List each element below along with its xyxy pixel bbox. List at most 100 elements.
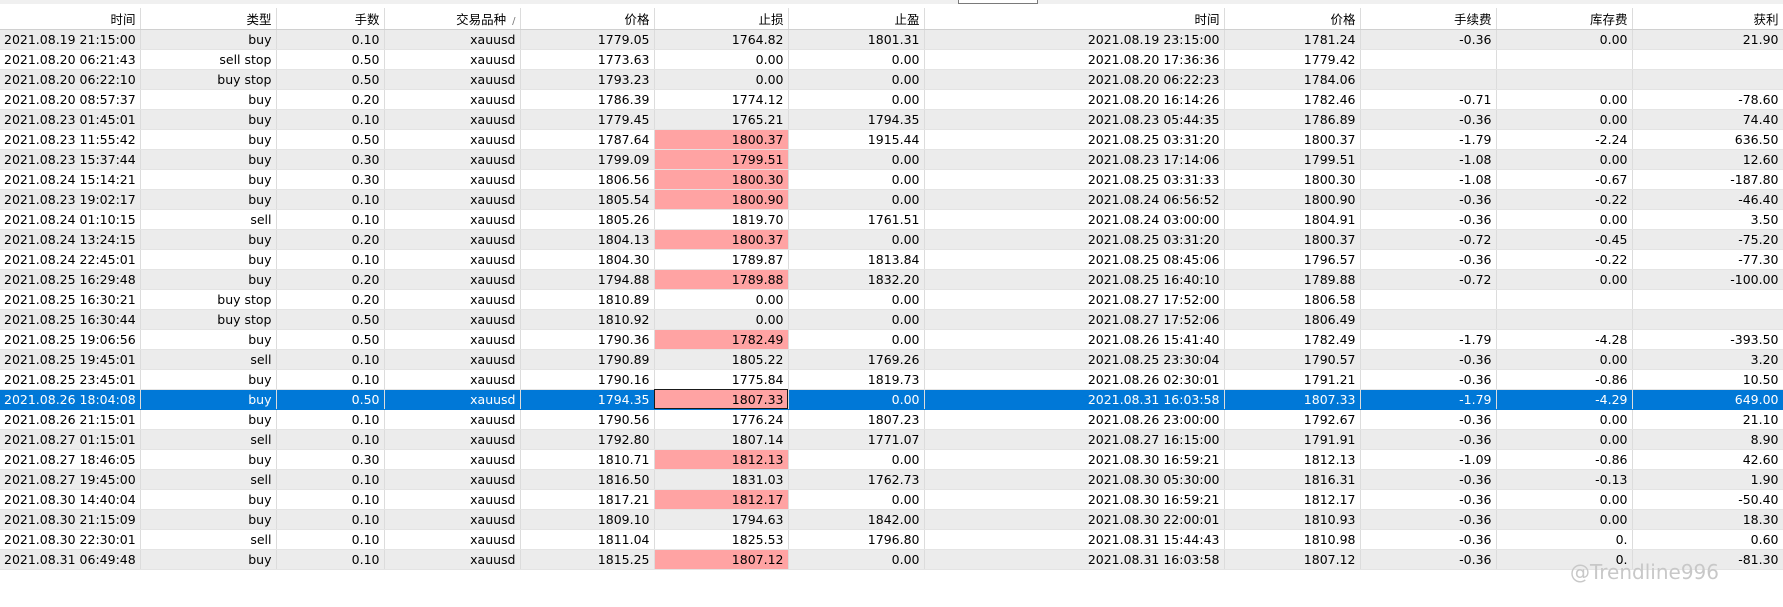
cell-tp: 0.00 xyxy=(788,309,925,330)
table-row[interactable]: 2021.08.24 13:24:15 buy 0.20 xauusd 1804.13 1… xyxy=(0,229,1783,250)
tab-strip[interactable] xyxy=(0,0,1783,4)
table-row[interactable]: 2021.08.27 18:46:05 buy 0.30 xauusd 1810.71 1… xyxy=(0,449,1783,470)
table-row[interactable]: 2021.08.31 06:49:48 buy 0.10 xauusd 1815.25 1… xyxy=(0,549,1783,570)
cell-swap: -2.24 xyxy=(1496,129,1633,150)
cell-open-time: 2021.08.20 08:57:37 xyxy=(0,89,141,110)
cell-sl: 0.00 xyxy=(654,69,789,90)
trade-history-table: 时间 类型 手数 交易品种 / 价格 止损 止盈 时间 价格 手续费 库存费 获利… xyxy=(0,8,1783,570)
table-row[interactable]: 2021.08.25 23:45:01 buy 0.10 xauusd 1790.16 1… xyxy=(0,369,1783,390)
cell-profit: 74.40 xyxy=(1632,109,1783,130)
cell-symbol: xauusd xyxy=(384,49,521,70)
col-header-stop-loss[interactable]: 止损 xyxy=(654,8,789,30)
cell-tp: 1842.00 xyxy=(788,509,925,530)
cell-price: 1805.26 xyxy=(520,209,655,230)
col-header-commission[interactable]: 手续费 xyxy=(1360,8,1497,30)
table-row[interactable]: 2021.08.20 06:21:43 sell stop 0.50 xauusd 17… xyxy=(0,49,1783,70)
table-row-selected[interactable]: 2021.08.26 18:04:08 buy 0.50 xauusd 1794.35 1… xyxy=(0,389,1783,410)
cell-price: 1816.50 xyxy=(520,469,655,490)
header-row: 时间 类型 手数 交易品种 / 价格 止损 止盈 时间 价格 手续费 库存费 获利 xyxy=(0,8,1783,30)
cell-open-time: 2021.08.26 21:15:01 xyxy=(0,409,141,430)
cell-lots: 0.10 xyxy=(276,249,385,270)
cell-lots: 0.50 xyxy=(276,49,385,70)
watermark: @Trendline996 xyxy=(1570,560,1720,584)
cell-tp: 0.00 xyxy=(788,489,925,510)
table-row[interactable]: 2021.08.20 06:22:10 buy stop 0.50 xauusd 179… xyxy=(0,69,1783,90)
cell-price: 1804.30 xyxy=(520,249,655,270)
cell-open-time: 2021.08.25 16:30:21 xyxy=(0,289,141,310)
col-header-lots[interactable]: 手数 xyxy=(276,8,385,30)
cell-tp: 0.00 xyxy=(788,49,925,70)
col-header-symbol[interactable]: 交易品种 / xyxy=(384,8,521,30)
table-row[interactable]: 2021.08.23 11:55:42 buy 0.50 xauusd 1787.64 1… xyxy=(0,129,1783,150)
table-row[interactable]: 2021.08.25 16:30:44 buy stop 0.50 xauusd 181… xyxy=(0,309,1783,330)
cell-swap: -4.28 xyxy=(1496,329,1633,350)
cell-close-time: 2021.08.25 03:31:33 xyxy=(924,169,1225,190)
table-row[interactable]: 2021.08.23 15:37:44 buy 0.30 xauusd 1799.09 1… xyxy=(0,149,1783,170)
cell-swap: -0.22 xyxy=(1496,249,1633,270)
cell-swap: -0.86 xyxy=(1496,369,1633,390)
col-header-price[interactable]: 价格 xyxy=(520,8,655,30)
cell-profit: -100.00 xyxy=(1632,269,1783,290)
cell-close-time: 2021.08.31 15:44:43 xyxy=(924,529,1225,550)
cell-price: 1779.45 xyxy=(520,109,655,130)
cell-symbol: xauusd xyxy=(384,549,521,570)
cell-commission: -1.08 xyxy=(1360,169,1497,190)
cell-profit: 3.20 xyxy=(1632,349,1783,370)
table-row[interactable]: 2021.08.23 19:02:17 buy 0.10 xauusd 1805.54 1… xyxy=(0,189,1783,210)
cell-close-time: 2021.08.27 17:52:06 xyxy=(924,309,1225,330)
cell-open-time: 2021.08.20 06:21:43 xyxy=(0,49,141,70)
table-row[interactable]: 2021.08.26 21:15:01 buy 0.10 xauusd 1790.56 1… xyxy=(0,409,1783,430)
table-row[interactable]: 2021.08.24 22:45:01 buy 0.10 xauusd 1804.30 1… xyxy=(0,249,1783,270)
cell-close-time: 2021.08.27 16:15:00 xyxy=(924,429,1225,450)
col-header-swap[interactable]: 库存费 xyxy=(1496,8,1633,30)
table-row[interactable]: 2021.08.24 01:10:15 sell 0.10 xauusd 1805.26… xyxy=(0,209,1783,230)
cell-commission xyxy=(1360,289,1497,310)
table-row[interactable]: 2021.08.30 14:40:04 buy 0.10 xauusd 1817.21 1… xyxy=(0,489,1783,510)
cell-commission xyxy=(1360,309,1497,330)
cell-swap: 0.00 xyxy=(1496,489,1633,510)
cell-close-price: 1782.49 xyxy=(1224,329,1361,350)
cell-symbol: xauusd xyxy=(384,249,521,270)
cell-close-time: 2021.08.24 06:56:52 xyxy=(924,189,1225,210)
table-row[interactable]: 2021.08.25 16:29:48 buy 0.20 xauusd 1794.88 1… xyxy=(0,269,1783,290)
cell-profit: -78.60 xyxy=(1632,89,1783,110)
table-row[interactable]: 2021.08.24 15:14:21 buy 0.30 xauusd 1806.56 1… xyxy=(0,169,1783,190)
cell-type: sell stop xyxy=(140,49,277,70)
cell-price: 1779.05 xyxy=(520,29,655,50)
col-header-take-profit[interactable]: 止盈 xyxy=(788,8,925,30)
col-header-close-price[interactable]: 价格 xyxy=(1224,8,1361,30)
table-row[interactable]: 2021.08.23 01:45:01 buy 0.10 xauusd 1779.45 1… xyxy=(0,109,1783,130)
col-header-type[interactable]: 类型 xyxy=(140,8,277,30)
table-row[interactable]: 2021.08.30 21:15:09 buy 0.10 xauusd 1809.10 1… xyxy=(0,509,1783,530)
cell-type: buy xyxy=(140,249,277,270)
table-row[interactable]: 2021.08.25 19:45:01 sell 0.10 xauusd 1790.89… xyxy=(0,349,1783,370)
table-row[interactable]: 2021.08.19 21:15:00 buy 0.10 xauusd 1779.05 1… xyxy=(0,29,1783,50)
cell-commission: -0.36 xyxy=(1360,429,1497,450)
cell-price: 1790.56 xyxy=(520,409,655,430)
cell-swap xyxy=(1496,49,1633,70)
col-header-open-time[interactable]: 时间 xyxy=(0,8,141,30)
cell-close-time: 2021.08.30 16:59:21 xyxy=(924,449,1225,470)
table-row[interactable]: 2021.08.27 19:45:00 sell 0.10 xauusd 1816.50… xyxy=(0,469,1783,490)
cell-type: buy xyxy=(140,409,277,430)
col-header-close-time[interactable]: 时间 xyxy=(924,8,1225,30)
table-row[interactable]: 2021.08.30 22:30:01 sell 0.10 xauusd 1811.04… xyxy=(0,529,1783,550)
col-header-profit[interactable]: 获利 xyxy=(1632,8,1783,30)
table-row[interactable]: 2021.08.25 16:30:21 buy stop 0.20 xauusd 181… xyxy=(0,289,1783,310)
cell-type: buy xyxy=(140,129,277,150)
cell-open-time: 2021.08.25 16:29:48 xyxy=(0,269,141,290)
cell-open-time: 2021.08.23 19:02:17 xyxy=(0,189,141,210)
table-row[interactable]: 2021.08.25 19:06:56 buy 0.50 xauusd 1790.36 1… xyxy=(0,329,1783,350)
cell-profit xyxy=(1632,309,1783,330)
cell-symbol: xauusd xyxy=(384,389,521,410)
cell-sl: 1812.17 xyxy=(654,489,789,510)
table-row[interactable]: 2021.08.27 01:15:01 sell 0.10 xauusd 1792.80… xyxy=(0,429,1783,450)
cell-price: 1786.39 xyxy=(520,89,655,110)
cell-type: buy xyxy=(140,449,277,470)
cell-close-price: 1807.33 xyxy=(1224,389,1361,410)
table-row[interactable]: 2021.08.20 08:57:37 buy 0.20 xauusd 1786.39 1… xyxy=(0,89,1783,110)
tab-active[interactable] xyxy=(958,0,1038,4)
cell-price: 1810.89 xyxy=(520,289,655,310)
cell-tp: 1771.07 xyxy=(788,429,925,450)
cell-lots: 0.20 xyxy=(276,89,385,110)
